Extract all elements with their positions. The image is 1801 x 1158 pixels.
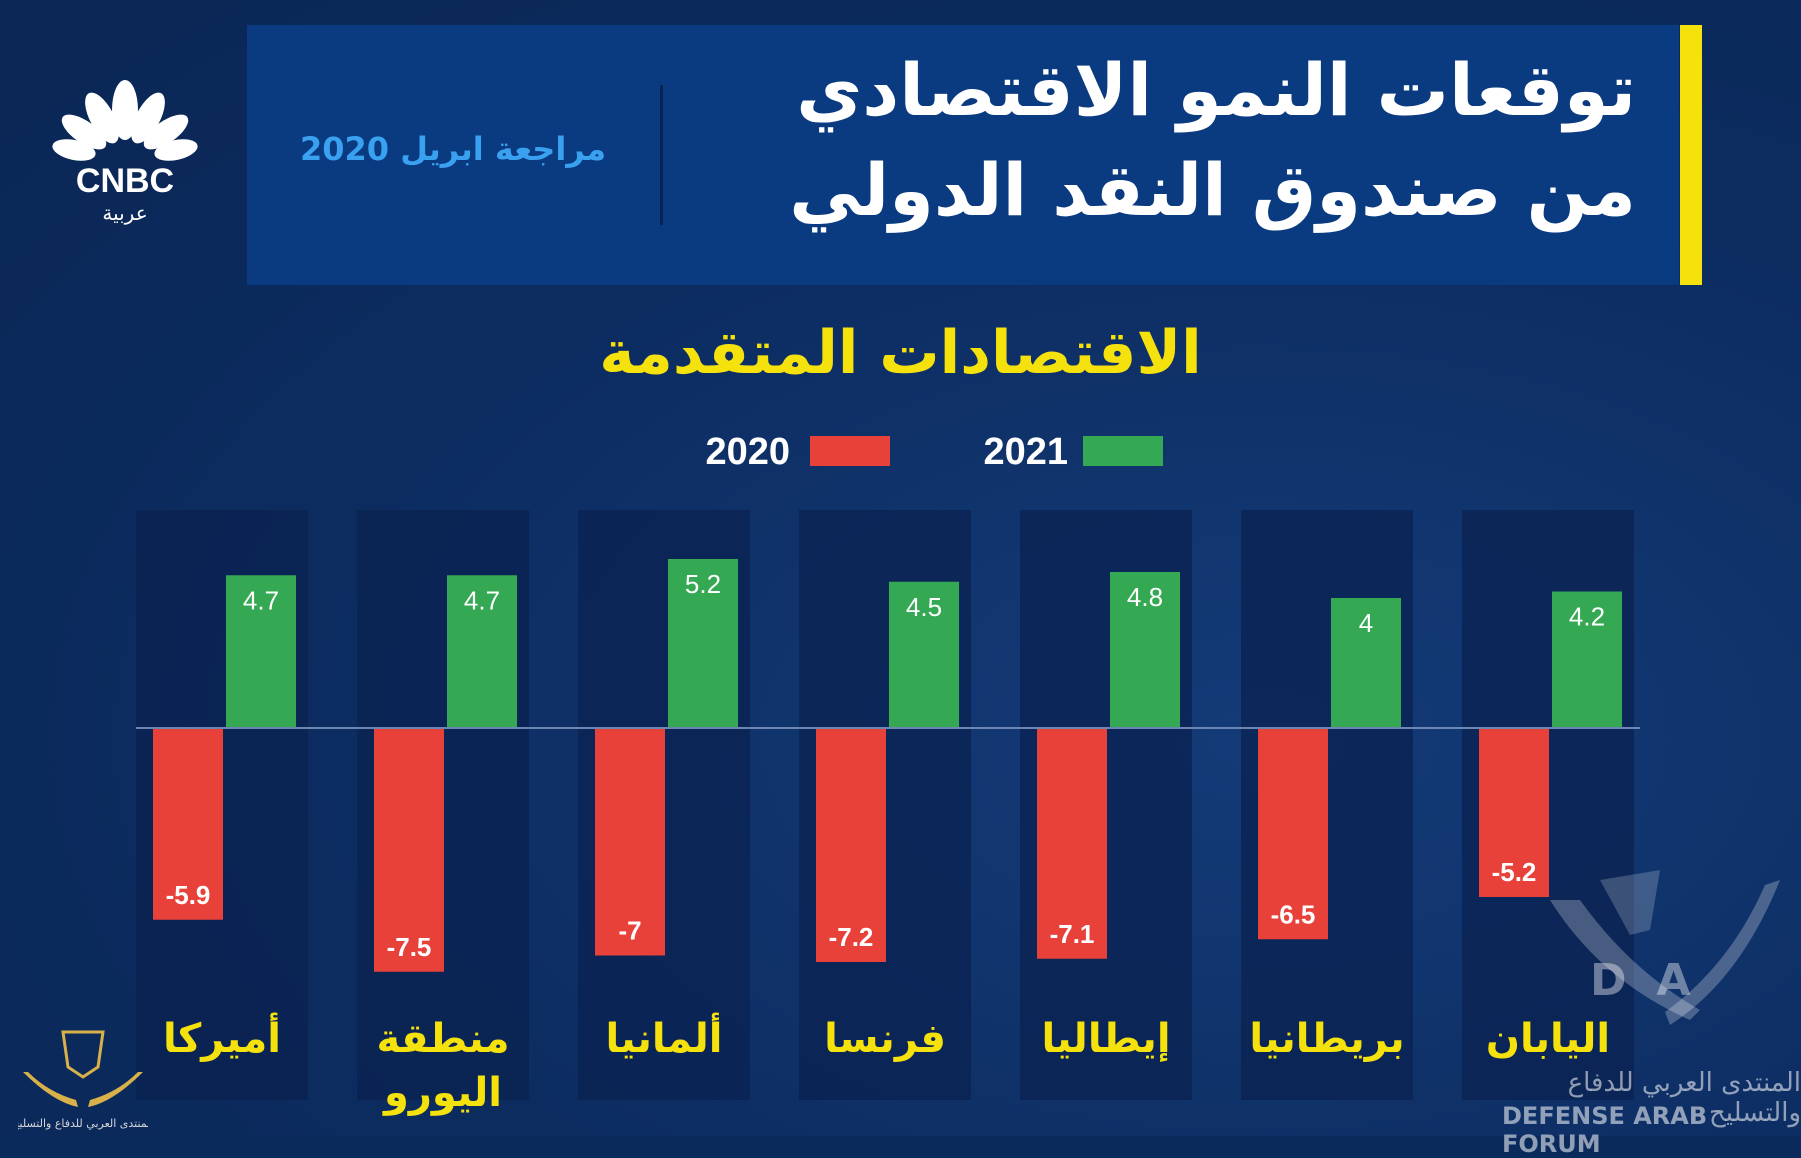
forum-watermark-english: DEFENSE ARAB FORUM (1502, 1102, 1708, 1158)
bar-2021 (447, 575, 517, 728)
data-label-2020: -7 (618, 916, 641, 946)
data-label-2020: -7.5 (387, 932, 432, 962)
shield-icon (61, 1030, 105, 1079)
category-label: إيطاليا (1041, 1016, 1170, 1062)
data-label-2021: 4.7 (243, 585, 279, 615)
bar-2021 (226, 575, 296, 728)
category-label: فرنسا (824, 1016, 946, 1062)
data-label-2021: 4 (1359, 608, 1373, 638)
page-title-line-2: من صندوق النقد الدولي (789, 148, 1636, 232)
shield-icon (1600, 870, 1660, 935)
wing-icon (1665, 880, 1780, 1025)
review-date-note: مراجعة ابريل 2020 (300, 130, 607, 168)
chart-legend: 2020 2021 (705, 431, 1163, 473)
bar-2020 (1479, 728, 1549, 897)
forum-small-caption: المنتدى العربي للدفاع والتسليح (18, 1117, 148, 1130)
data-label-2021: 5.2 (685, 569, 721, 599)
forum-small-emblem: المنتدى العربي للدفاع والتسليح (18, 1030, 148, 1130)
bar-2021 (1331, 598, 1401, 728)
bar-2020 (1037, 728, 1107, 959)
data-label-2021: 4.2 (1569, 602, 1605, 632)
cnbc-logo: CNBC عربية (52, 80, 198, 225)
cnbc-arabic-wordmark: عربية (102, 201, 147, 225)
category-label: ألمانيا (606, 1012, 723, 1062)
bar-2021 (1552, 591, 1622, 728)
bar-2020 (1258, 728, 1328, 940)
header-panel (247, 25, 1679, 285)
bar-2020 (816, 728, 886, 962)
wing-icon (1550, 900, 1700, 1020)
data-label-2020: -5.2 (1492, 857, 1537, 887)
bar-2021 (889, 581, 959, 728)
wing-icon (23, 1072, 78, 1107)
bar-chart: 2020 2021 4.7 -5.9 أميركا 4.7 -7.5 منطقة اليورو… (136, 431, 1640, 1116)
forum-watermark-emblem (1550, 870, 1780, 1025)
legend-label-2021: 2021 (983, 431, 1068, 473)
legend-swatch-2021 (1083, 436, 1163, 466)
data-label-2021: 4.7 (464, 585, 500, 615)
category-label: اليابان (1486, 1016, 1610, 1062)
legend-swatch-2020 (810, 436, 890, 466)
data-label-2020: -7.1 (1050, 919, 1095, 949)
bar-2020 (595, 728, 665, 956)
bar-2020 (374, 728, 444, 972)
peacock-icon (52, 80, 198, 161)
page-title-line-1: توقعات النمو الاقتصادي (796, 48, 1636, 132)
cnbc-wordmark: CNBC (76, 162, 174, 200)
data-label-2020: -5.9 (166, 880, 211, 910)
legend-label-2020: 2020 (705, 431, 790, 473)
data-label-2021: 4.5 (906, 592, 942, 622)
category-label: اليورو (382, 1070, 502, 1116)
chart-columns: 4.7 -5.9 أميركا 4.7 -7.5 منطقة اليورو 5.2 -7 ألما… (136, 510, 1634, 1116)
data-label-2020: -6.5 (1271, 899, 1316, 929)
header-accent-bar (1680, 25, 1702, 285)
category-label: منطقة (376, 1016, 509, 1062)
wing-icon (88, 1072, 143, 1107)
category-label: أميركا (163, 1012, 281, 1062)
data-label-2021: 4.8 (1127, 582, 1163, 612)
forum-watermark-arabic: المنتدى العربي للدفاع والتسليح (1567, 1068, 1801, 1128)
bar-2021 (668, 559, 738, 728)
bar-2020 (153, 728, 223, 920)
category-label: بريطانيا (1249, 1016, 1404, 1062)
bar-2021 (1110, 572, 1180, 728)
chart-title: الاقتصادات المتقدمة (599, 318, 1202, 388)
data-label-2020: -7.2 (829, 922, 874, 952)
header-divider (660, 85, 663, 225)
forum-watermark-letters: DA (1590, 955, 1721, 1006)
